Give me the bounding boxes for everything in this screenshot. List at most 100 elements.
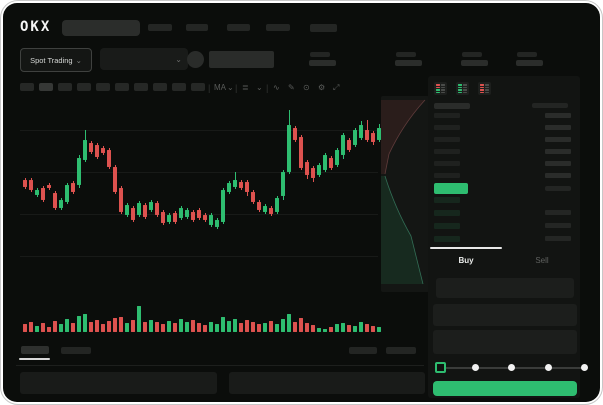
volume-bar <box>221 317 225 332</box>
interval-button[interactable] <box>77 83 91 91</box>
volume-bar <box>53 321 57 332</box>
slider-step-dot[interactable] <box>581 364 588 371</box>
bid-price-cell[interactable] <box>434 236 460 242</box>
volume-bar <box>89 322 93 332</box>
candle-body <box>185 210 189 217</box>
interval-button[interactable] <box>20 83 34 91</box>
volume-bar <box>305 323 309 332</box>
volume-bar <box>185 322 189 332</box>
ask-price-cell[interactable] <box>434 137 460 142</box>
volume-bar <box>119 317 123 332</box>
bid-price-cell[interactable] <box>434 197 460 203</box>
amount-slider[interactable] <box>435 362 588 373</box>
interval-button[interactable] <box>96 83 110 91</box>
nav-item-placeholder[interactable] <box>310 24 337 32</box>
interval-button[interactable] <box>115 83 129 91</box>
bottom-action-placeholder[interactable] <box>349 347 377 354</box>
volume-bar <box>257 324 261 332</box>
nav-item-placeholder[interactable] <box>227 24 250 31</box>
slider-step-dot[interactable] <box>471 364 479 371</box>
price-input[interactable] <box>436 278 574 298</box>
candle-body <box>281 172 285 196</box>
candle-body <box>335 150 339 165</box>
bottom-tab-placeholder[interactable] <box>61 347 91 354</box>
draw-tool-icon[interactable]: ✎ <box>288 83 295 92</box>
settings-icon[interactable]: ⚙ <box>318 83 326 92</box>
bottom-panel-placeholder[interactable] <box>229 372 425 394</box>
volume-bar <box>137 306 141 332</box>
stat-label-placeholder <box>310 52 330 57</box>
chart-style-icon[interactable]: ≣ <box>242 83 249 92</box>
volume-bar <box>161 324 165 332</box>
candle-body <box>365 130 369 140</box>
slider-step-dot[interactable] <box>508 364 515 371</box>
bottom-tab-active[interactable] <box>21 346 49 354</box>
volume-bar <box>371 326 375 332</box>
bottom-action-placeholder[interactable] <box>386 347 416 354</box>
ma-indicator-icon[interactable]: MA <box>214 83 226 92</box>
amount-input[interactable] <box>433 304 577 326</box>
interval-button[interactable] <box>134 83 148 91</box>
camera-icon[interactable]: ⊙ <box>303 83 310 92</box>
last-price-badge[interactable] <box>434 183 468 194</box>
interval-button[interactable] <box>58 83 72 91</box>
volume-bar <box>311 325 315 332</box>
volume-bar <box>233 319 237 332</box>
bid-price-cell[interactable] <box>434 223 460 229</box>
candlestick-chart[interactable] <box>20 100 381 300</box>
ask-amount-cell <box>545 137 571 142</box>
bottom-panel-placeholder[interactable] <box>20 372 217 394</box>
volume-bar <box>95 320 99 332</box>
pair-selector-dropdown[interactable]: ⌄ <box>100 48 188 70</box>
line-tool-icon[interactable]: ∿ <box>273 83 280 92</box>
ask-amount-cell <box>545 161 571 166</box>
chevron-down-icon[interactable]: ⌄ <box>256 83 263 92</box>
candle-body <box>95 145 99 157</box>
candle-body <box>101 148 105 153</box>
candle-body <box>65 185 69 202</box>
candle-body <box>53 193 57 208</box>
pair-name-placeholder[interactable] <box>209 51 274 68</box>
slider-step-dot[interactable] <box>544 364 552 371</box>
ask-price-cell[interactable] <box>434 125 460 130</box>
volume-bar <box>353 326 357 332</box>
depth-svg <box>381 99 426 285</box>
fullscreen-icon[interactable]: ⤢ <box>333 83 340 92</box>
interval-button[interactable] <box>172 83 186 91</box>
book-view-combined-icon[interactable] <box>434 82 447 95</box>
interval-button[interactable] <box>39 83 53 91</box>
divider <box>16 365 424 366</box>
stat-label-placeholder <box>396 52 416 57</box>
order-book-panel: Buy Sell <box>428 76 588 398</box>
ask-price-cell[interactable] <box>434 173 460 178</box>
volume-bar <box>155 322 159 332</box>
volume-bar <box>251 322 255 332</box>
ask-price-cell[interactable] <box>434 113 460 118</box>
buy-button[interactable] <box>433 381 577 396</box>
search-input[interactable] <box>62 20 140 36</box>
ask-price-cell[interactable] <box>434 161 460 166</box>
volume-bar <box>329 327 333 332</box>
total-input[interactable] <box>433 330 577 354</box>
tab-buy[interactable]: Buy <box>458 256 474 265</box>
slider-handle[interactable] <box>435 362 446 373</box>
interval-button[interactable] <box>191 83 205 91</box>
volume-bar <box>263 323 267 332</box>
book-view-asks-icon[interactable] <box>478 82 491 95</box>
book-view-bids-icon[interactable] <box>456 82 469 95</box>
bid-price-cell[interactable] <box>434 210 460 216</box>
ask-price-cell[interactable] <box>434 149 460 154</box>
tab-sell[interactable]: Sell <box>535 256 549 265</box>
candle-body <box>41 188 45 200</box>
candle-body <box>305 162 309 175</box>
nav-item-placeholder[interactable] <box>266 24 290 31</box>
market-type-dropdown[interactable]: Spot Trading ⌄ <box>20 48 92 72</box>
candle-body <box>257 202 261 210</box>
nav-item-placeholder[interactable] <box>186 24 208 31</box>
chevron-down-icon[interactable]: ⌄ <box>227 83 234 92</box>
volume-bar <box>71 323 75 332</box>
interval-button[interactable] <box>153 83 167 91</box>
nav-item-placeholder[interactable] <box>148 24 172 31</box>
gridline <box>20 256 378 257</box>
candle-body <box>29 180 33 190</box>
